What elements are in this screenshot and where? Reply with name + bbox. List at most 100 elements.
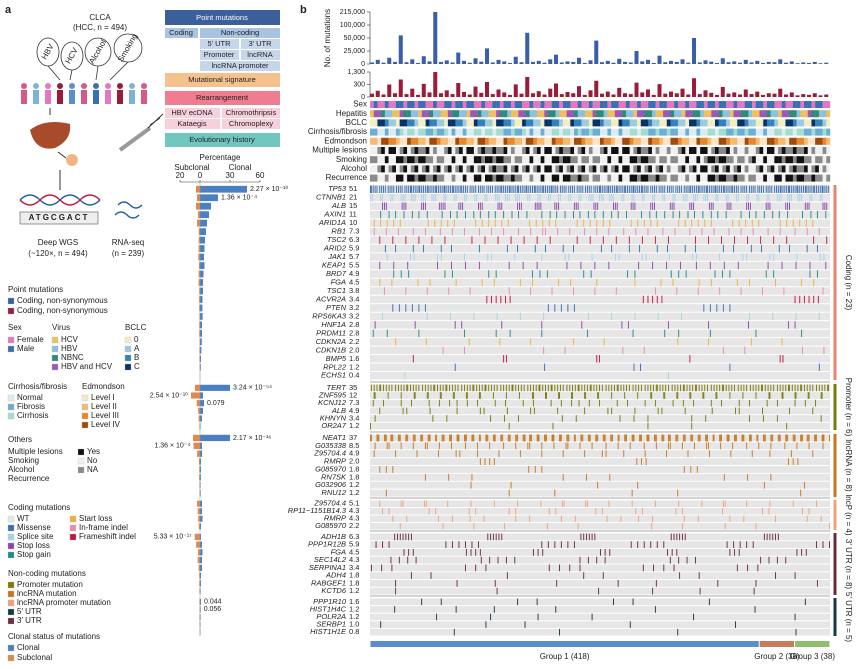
mutation bbox=[534, 185, 536, 193]
mutation bbox=[721, 270, 723, 278]
mutation bbox=[801, 549, 803, 556]
mutation bbox=[591, 253, 593, 261]
mutation bbox=[609, 193, 611, 202]
track-cell bbox=[774, 101, 779, 108]
track-cell bbox=[477, 110, 482, 118]
gene-percent: 2.0 bbox=[349, 457, 359, 466]
mutation bbox=[486, 295, 488, 304]
mutation bbox=[800, 434, 802, 442]
mutation bbox=[548, 219, 550, 227]
track-cell bbox=[737, 174, 742, 182]
legend-swatch bbox=[7, 533, 15, 541]
track-cell bbox=[781, 147, 786, 154]
bar bbox=[525, 32, 530, 64]
track-cell bbox=[711, 156, 716, 164]
gene-row-bg bbox=[370, 270, 830, 278]
subclonal-bar bbox=[199, 588, 200, 595]
mutation bbox=[536, 598, 538, 606]
mutation bbox=[581, 434, 583, 442]
mutation bbox=[641, 193, 643, 202]
mutation bbox=[487, 253, 489, 261]
mutation bbox=[775, 185, 777, 193]
legend-label: HBV bbox=[61, 344, 78, 353]
analysis-boxes bbox=[147, 10, 280, 147]
mutation bbox=[439, 392, 441, 399]
track-cell bbox=[689, 137, 693, 145]
mutation bbox=[671, 202, 673, 210]
mutation bbox=[804, 598, 806, 606]
mutation bbox=[476, 193, 478, 202]
mutation bbox=[752, 185, 754, 193]
track-cell bbox=[744, 156, 749, 164]
track-label: Alcohol bbox=[341, 164, 367, 173]
mutation bbox=[654, 606, 656, 613]
mutation bbox=[571, 392, 573, 399]
mutation bbox=[709, 329, 711, 338]
mutation bbox=[681, 533, 683, 541]
mutation bbox=[485, 621, 487, 628]
gene-row-bg bbox=[370, 304, 830, 312]
track-cell bbox=[418, 101, 423, 108]
bar bbox=[559, 62, 564, 64]
mutation bbox=[443, 434, 445, 442]
mutation bbox=[729, 549, 731, 556]
track-cell bbox=[692, 147, 697, 154]
clonal-bar bbox=[200, 384, 230, 391]
track-cell bbox=[792, 156, 797, 164]
track-cell bbox=[685, 101, 690, 108]
track-cell bbox=[744, 147, 749, 154]
gene-row-bg bbox=[370, 407, 830, 415]
track-cell bbox=[525, 119, 530, 127]
track-cell bbox=[399, 128, 404, 136]
mutation bbox=[602, 210, 604, 219]
track-cell bbox=[440, 128, 445, 136]
mutation bbox=[456, 580, 458, 587]
mutation bbox=[483, 407, 485, 415]
gene-percent: 4.9 bbox=[349, 449, 359, 458]
mutation bbox=[370, 422, 371, 430]
track-cell bbox=[640, 174, 645, 182]
track-cell bbox=[600, 147, 604, 154]
mutation bbox=[500, 295, 502, 304]
mutation bbox=[786, 236, 788, 244]
mutation bbox=[412, 355, 414, 363]
mutation bbox=[786, 422, 788, 430]
track-cell bbox=[444, 119, 449, 127]
track-cell bbox=[733, 137, 738, 145]
gene-name: FGA bbox=[331, 277, 346, 286]
track-cell bbox=[766, 119, 771, 127]
mutation bbox=[737, 193, 739, 202]
mutation bbox=[471, 236, 473, 244]
mutation bbox=[438, 202, 440, 210]
track-cell bbox=[711, 165, 716, 173]
mutation bbox=[706, 434, 708, 442]
track-cell bbox=[447, 147, 452, 154]
mutation bbox=[488, 270, 490, 278]
track-cell bbox=[670, 101, 675, 108]
mutation bbox=[446, 384, 448, 392]
mutation bbox=[709, 261, 711, 270]
mutation bbox=[681, 312, 682, 321]
mutation bbox=[632, 598, 634, 606]
mutation bbox=[707, 384, 709, 392]
mutation bbox=[493, 384, 495, 392]
mutation bbox=[395, 580, 397, 587]
track-cell bbox=[607, 174, 612, 182]
box-label: lncRNA promoter bbox=[211, 61, 269, 70]
mutation bbox=[508, 185, 510, 193]
track-cell bbox=[629, 156, 634, 164]
mutation bbox=[713, 434, 715, 442]
track-cell bbox=[373, 137, 378, 145]
mutation bbox=[691, 422, 693, 430]
mutation bbox=[569, 227, 571, 236]
clonal-bar bbox=[200, 588, 201, 595]
track-cell bbox=[536, 101, 541, 108]
mutation bbox=[508, 434, 510, 442]
track-cell bbox=[666, 156, 671, 164]
mutation bbox=[716, 304, 718, 312]
mutation bbox=[372, 329, 374, 338]
mutation bbox=[672, 193, 674, 202]
mutation bbox=[689, 227, 691, 236]
mutation bbox=[732, 442, 734, 450]
mutation bbox=[634, 202, 636, 210]
